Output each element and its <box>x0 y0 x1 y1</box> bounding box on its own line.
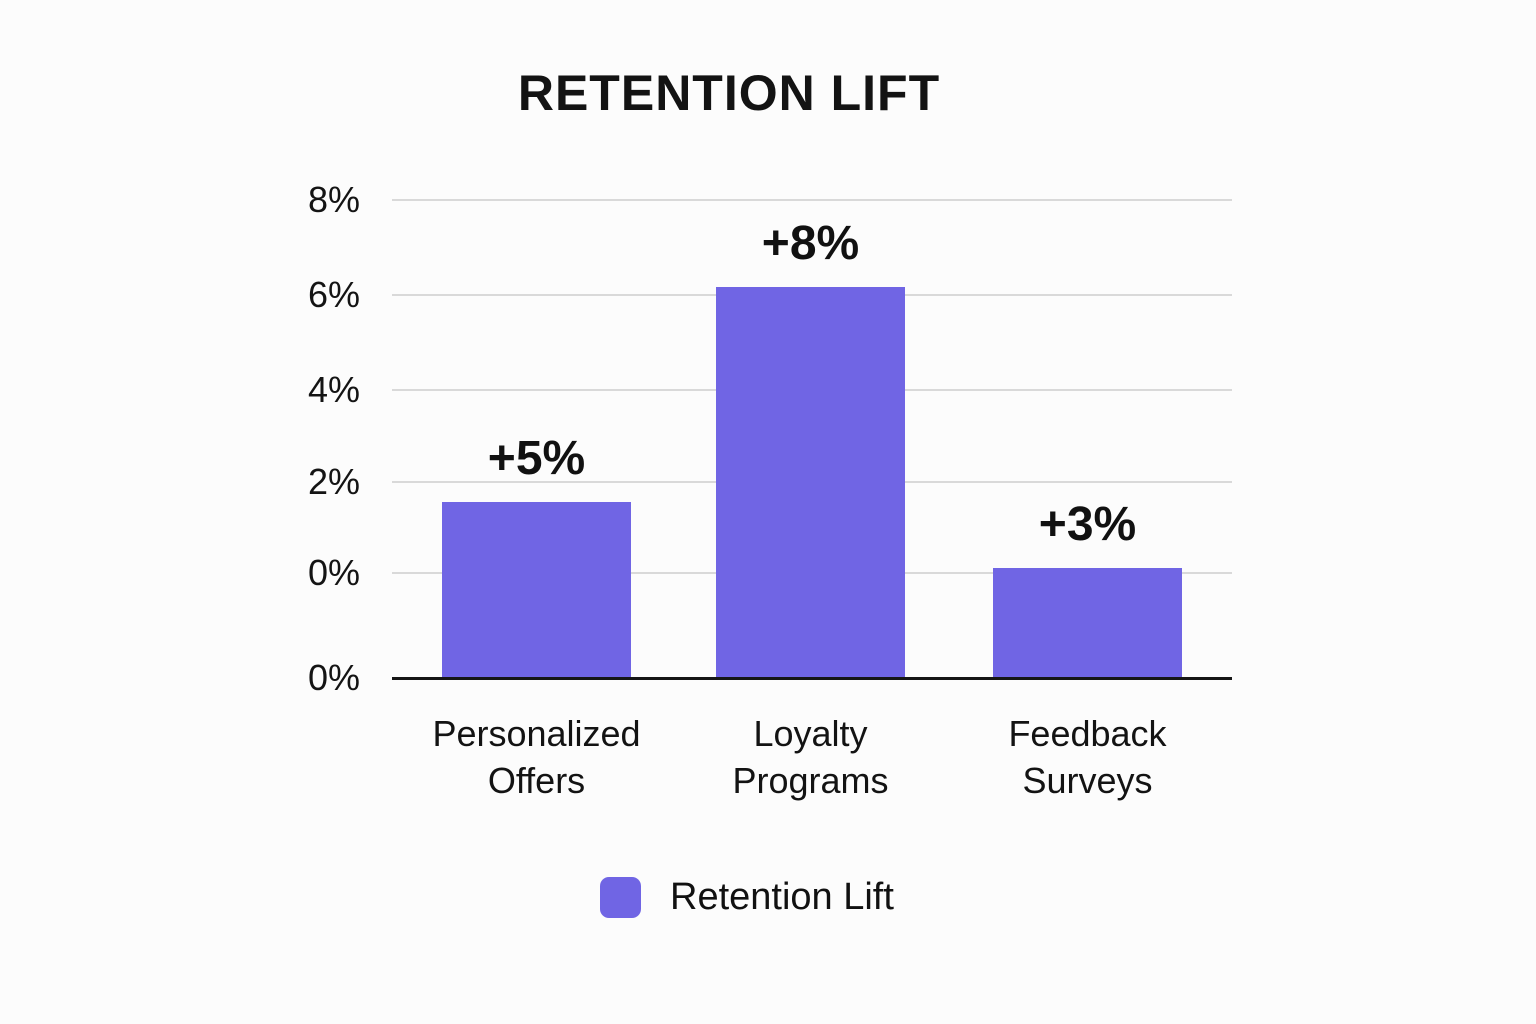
category-label-line: Programs <box>732 760 889 801</box>
bar-value-label-loyalty-programs: +8% <box>761 217 860 270</box>
bar-loyalty-programs <box>716 287 905 678</box>
category-label-personalized-offers: Personalized Offers <box>367 710 707 804</box>
category-label-line: Offers <box>487 760 586 801</box>
y-tick-label: 4% <box>307 369 360 410</box>
legend-swatch-icon <box>600 876 641 918</box>
category-label-feedback-surveys: Feedback Surveys <box>918 710 1258 804</box>
category-label-loyalty-programs: Loyalty Programs <box>641 710 981 804</box>
bar-feedback-surveys <box>993 568 1182 678</box>
bar-value-label-personalized-offers: +5% <box>487 432 586 485</box>
bar-personalized-offers <box>442 502 631 678</box>
category-label-line: Feedback <box>1008 713 1167 754</box>
y-tick-label: 0% <box>307 552 360 593</box>
legend-label: Retention Lift <box>670 876 894 918</box>
x-axis-line <box>392 677 1232 680</box>
category-label-line: Surveys <box>1022 760 1153 801</box>
category-label-line: Personalized <box>432 713 641 754</box>
legend: Retention Lift <box>600 876 894 918</box>
y-tick-label: 6% <box>307 274 360 315</box>
gridline-8pct <box>392 199 1232 201</box>
category-label-line: Loyalty <box>753 713 868 754</box>
y-tick-label-baseline: 0% <box>307 657 360 698</box>
y-tick-label: 8% <box>307 179 360 220</box>
bar-value-label-feedback-surveys: +3% <box>1038 498 1137 551</box>
chart-title: RETENTION LIFT <box>517 65 941 121</box>
y-tick-label: 2% <box>307 461 360 502</box>
